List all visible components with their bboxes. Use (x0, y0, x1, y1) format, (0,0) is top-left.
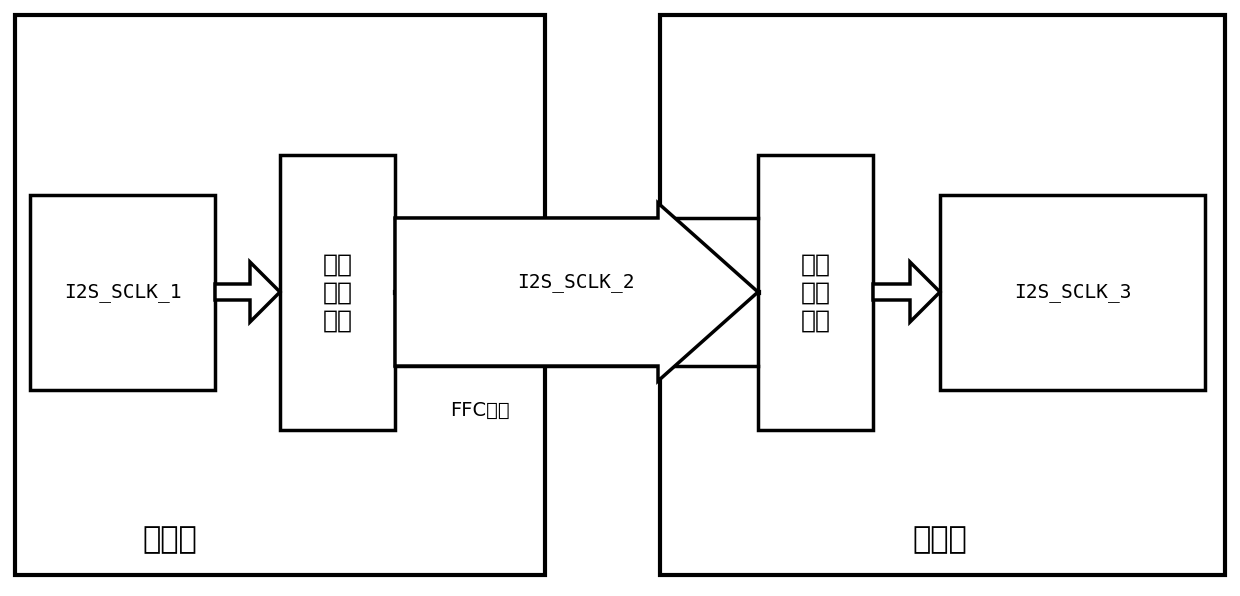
Text: 电平
转换
电路: 电平 转换 电路 (801, 253, 831, 333)
Bar (660, 15, 1225, 575)
Text: FFC排线: FFC排线 (450, 401, 510, 420)
Text: I2S_SCLK_2: I2S_SCLK_2 (517, 272, 635, 291)
Polygon shape (215, 262, 280, 322)
Bar (940, 195, 1205, 390)
Bar (15, 15, 546, 575)
Text: 电平
转换
电路: 电平 转换 电路 (322, 253, 352, 333)
Text: I2S_SCLK_1: I2S_SCLK_1 (63, 283, 181, 302)
Text: 主板二: 主板二 (913, 526, 967, 554)
Bar (280, 155, 396, 430)
Polygon shape (396, 203, 758, 381)
Polygon shape (873, 262, 940, 322)
Bar (758, 155, 873, 430)
Text: I2S_SCLK_3: I2S_SCLK_3 (1014, 283, 1131, 302)
Text: 主板一: 主板一 (143, 526, 197, 554)
Bar (30, 195, 215, 390)
